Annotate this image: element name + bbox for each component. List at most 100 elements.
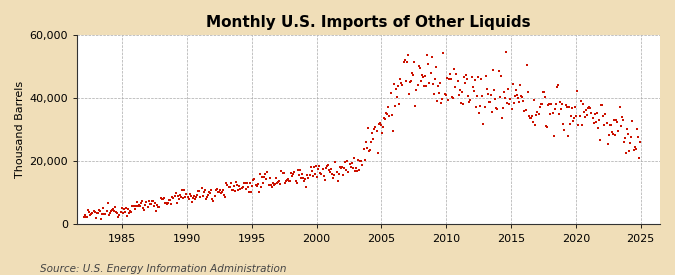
Point <box>184 192 195 197</box>
Point <box>260 172 271 176</box>
Point <box>281 178 292 182</box>
Point <box>236 186 247 190</box>
Point <box>537 90 548 94</box>
Point <box>138 206 148 210</box>
Point <box>609 118 620 122</box>
Point <box>532 110 543 114</box>
Point <box>342 159 353 164</box>
Point <box>392 95 402 100</box>
Point <box>431 65 441 70</box>
Point <box>399 58 410 62</box>
Point <box>530 123 541 127</box>
Point <box>175 193 186 197</box>
Point <box>364 148 375 152</box>
Point <box>426 55 437 59</box>
Point <box>504 102 515 107</box>
Point <box>240 187 251 191</box>
Point <box>229 184 240 188</box>
Point <box>596 103 607 108</box>
Point <box>261 177 272 181</box>
Point <box>226 188 237 192</box>
Point <box>386 113 397 117</box>
Point <box>161 201 171 205</box>
Point <box>171 200 182 205</box>
Point <box>445 72 456 76</box>
Point <box>521 63 532 67</box>
Point <box>465 98 476 102</box>
Point <box>186 200 197 204</box>
Point <box>481 87 492 92</box>
Point <box>402 60 412 64</box>
Point <box>493 69 504 73</box>
Point <box>359 158 370 162</box>
Point <box>483 100 494 104</box>
Point <box>249 177 260 181</box>
Point <box>436 101 447 105</box>
Point <box>206 188 217 192</box>
Point <box>269 182 280 186</box>
Point <box>523 114 534 118</box>
Point <box>543 103 554 107</box>
Point <box>321 163 332 168</box>
Point <box>520 108 531 112</box>
Point <box>546 101 557 106</box>
Point <box>416 73 427 77</box>
Y-axis label: Thousand Barrels: Thousand Barrels <box>15 81 25 178</box>
Point <box>276 169 287 173</box>
Point <box>194 189 205 193</box>
Point <box>382 111 393 116</box>
Point <box>235 186 246 191</box>
Point <box>213 190 223 194</box>
Point <box>589 112 600 117</box>
Point <box>412 82 423 87</box>
Point <box>575 99 586 103</box>
Point <box>159 196 169 200</box>
Point <box>234 184 245 189</box>
Point <box>600 112 611 116</box>
Point <box>209 194 220 199</box>
Point <box>213 189 224 194</box>
Point <box>231 180 242 185</box>
Point <box>119 210 130 214</box>
Point <box>280 179 291 183</box>
Point <box>372 150 383 155</box>
Point <box>623 131 634 136</box>
Point <box>335 166 346 170</box>
Point <box>132 200 142 205</box>
Point <box>404 92 414 96</box>
Point <box>586 111 597 116</box>
Point <box>490 97 501 101</box>
Point <box>118 207 129 211</box>
Point <box>506 107 517 111</box>
Point <box>357 163 368 167</box>
Point <box>534 104 545 109</box>
Point <box>134 203 144 208</box>
Point <box>87 211 98 215</box>
Point <box>248 178 259 182</box>
Point <box>350 169 360 173</box>
Point <box>95 209 105 213</box>
Point <box>626 135 637 139</box>
Point <box>304 172 315 177</box>
Point <box>251 183 262 188</box>
Point <box>494 95 505 99</box>
Point <box>199 188 210 192</box>
Point <box>313 167 323 172</box>
Point <box>446 77 456 81</box>
Point <box>440 93 451 97</box>
Point <box>585 105 596 110</box>
Point <box>491 106 502 111</box>
Point <box>420 74 431 78</box>
Point <box>502 100 512 105</box>
Point <box>553 83 564 87</box>
Point <box>605 122 616 127</box>
Point <box>442 98 453 102</box>
Point <box>570 105 580 109</box>
Point <box>105 209 116 213</box>
Point <box>125 208 136 213</box>
Point <box>302 173 313 177</box>
Point <box>107 208 117 213</box>
Point <box>233 188 244 192</box>
Point <box>256 184 267 189</box>
Point <box>310 171 321 176</box>
